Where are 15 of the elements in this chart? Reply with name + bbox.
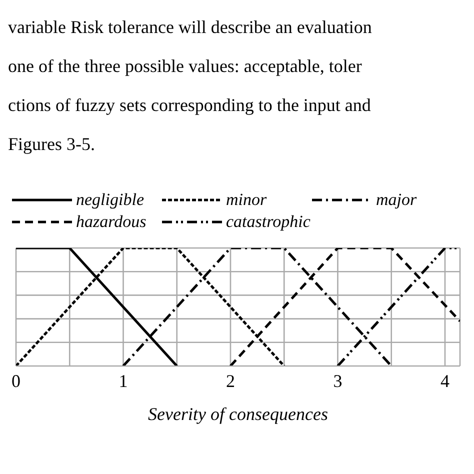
legend-label: major [376, 190, 417, 210]
x-axis-title: Severity of consequences [148, 404, 328, 424]
text: Figures 3-5. [8, 133, 96, 156]
x-tick-label: 2 [226, 370, 235, 391]
legend-label: hazardous [76, 212, 146, 232]
text: ctions of fuzzy sets corresponding to the input and [8, 94, 372, 117]
text: one of the three possible values: acceptable, toler [8, 55, 363, 78]
x-tick-label: 0 [12, 370, 20, 391]
x-tick-label: 1 [118, 370, 128, 391]
legend-label: minor [226, 190, 267, 210]
text: variable Risk tolerance will describe an evaluation [8, 16, 373, 39]
x-tick-label: 4 [440, 370, 450, 391]
legend-label: catastrophic [226, 212, 310, 232]
x-tick-label: 3 [333, 370, 342, 391]
legend-label: negligible [76, 190, 144, 210]
